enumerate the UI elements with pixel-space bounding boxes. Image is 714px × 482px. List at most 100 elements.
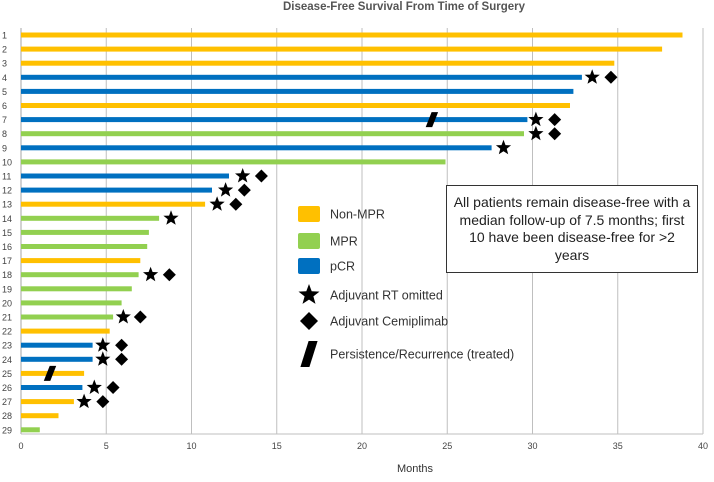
bar-patient-20 <box>21 300 122 306</box>
cemiplimab-diamond <box>115 352 129 366</box>
bar-patient-24 <box>21 356 93 362</box>
bar-patient-2 <box>21 46 663 52</box>
bar-patient-14 <box>21 215 160 221</box>
bar-patient-23 <box>21 342 93 348</box>
legend-diamond-icon <box>300 312 318 330</box>
y-tick-label: 15 <box>2 228 12 238</box>
legend-swatch <box>298 233 320 249</box>
legend-label: Non-MPR <box>330 208 385 222</box>
recurrence-marker <box>425 112 439 128</box>
rt-omitted-star <box>584 69 600 84</box>
y-tick-label: 10 <box>2 157 12 167</box>
legend-recurrence-icon <box>300 341 318 367</box>
y-tick-label: 21 <box>2 313 12 323</box>
cemiplimab-diamond <box>115 338 129 352</box>
annotation-text: All patients remain disease-free with a … <box>453 194 691 263</box>
chart-title: Disease-Free Survival From Time of Surge… <box>283 1 526 13</box>
y-tick-label: 13 <box>2 200 12 210</box>
markers <box>43 69 618 409</box>
bar-patient-29 <box>21 427 40 433</box>
bar-patient-12 <box>21 187 212 193</box>
x-tick-label: 20 <box>357 441 367 451</box>
y-tick-label: 14 <box>2 214 12 224</box>
bar-patient-4 <box>21 74 582 80</box>
x-tick-label: 0 <box>18 441 23 451</box>
y-tick-label: 5 <box>2 87 7 97</box>
cemiplimab-diamond <box>229 197 243 211</box>
y-tick-label: 9 <box>2 143 7 153</box>
bar-patient-13 <box>21 201 206 207</box>
x-axis-title: Months <box>397 463 434 475</box>
rt-omitted-star <box>86 379 102 394</box>
y-tick-label: 1 <box>2 31 7 41</box>
y-tick-label: 19 <box>2 284 12 294</box>
bar-patient-11 <box>21 173 229 179</box>
legend-label: Adjuvant Cemiplimab <box>330 315 448 329</box>
x-tick-label: 25 <box>442 441 452 451</box>
x-tick-label: 5 <box>104 441 109 451</box>
bars <box>21 32 683 433</box>
cemiplimab-diamond <box>604 70 618 84</box>
rt-omitted-star <box>495 139 512 155</box>
bar-patient-21 <box>21 314 114 320</box>
y-tick-label: 4 <box>2 73 7 83</box>
bar-patient-16 <box>21 244 148 249</box>
y-tick-label: 18 <box>2 270 12 280</box>
cemiplimab-diamond <box>106 381 120 394</box>
annotation-box: All patients remain disease-free with a … <box>446 185 698 273</box>
y-tick-label: 27 <box>2 397 12 407</box>
y-tick-label: 25 <box>2 369 12 379</box>
y-tick-label: 29 <box>2 425 12 435</box>
x-tick-label: 30 <box>527 441 537 451</box>
rt-omitted-star <box>115 309 131 324</box>
recurrence-marker <box>43 365 57 381</box>
bar-patient-10 <box>21 159 446 165</box>
bar-patient-27 <box>21 399 74 405</box>
bar-patient-19 <box>21 286 132 292</box>
legend-star-icon <box>298 284 320 304</box>
x-tick-label: 10 <box>186 441 196 451</box>
rt-omitted-star <box>528 125 544 141</box>
y-tick-label: 6 <box>2 101 7 111</box>
y-tick-labels: 1234567891011121314151617181920212223242… <box>2 31 12 436</box>
rt-omitted-star <box>143 266 159 282</box>
y-tick-label: 28 <box>2 411 12 421</box>
y-tick-label: 22 <box>2 327 12 337</box>
rt-omitted-star <box>163 210 179 225</box>
x-tick-label: 15 <box>272 441 282 451</box>
bar-patient-28 <box>21 413 59 419</box>
bar-patient-7 <box>21 117 528 123</box>
x-tick-label: 40 <box>698 441 708 451</box>
bar-patient-1 <box>21 32 683 38</box>
legend-label: pCR <box>330 260 355 274</box>
x-tick-label: 35 <box>613 441 623 451</box>
y-tick-label: 24 <box>2 355 12 365</box>
cemiplimab-diamond <box>254 169 268 183</box>
bar-patient-22 <box>21 328 110 334</box>
y-tick-label: 8 <box>2 129 7 139</box>
x-tick-labels: 0 5 10 15 20 25 30 35 40 <box>18 441 708 451</box>
y-tick-label: 2 <box>2 45 7 55</box>
legend: Non-MPR MPR pCR Adjuvant RT omitted Adjuvant… <box>298 206 514 367</box>
y-tick-label: 3 <box>2 59 7 69</box>
bar-patient-17 <box>21 258 141 264</box>
y-tick-label: 16 <box>2 242 12 252</box>
legend-swatch <box>298 206 320 222</box>
y-tick-label: 11 <box>2 172 11 182</box>
y-tick-label: 20 <box>2 298 12 308</box>
y-tick-label: 12 <box>2 186 12 196</box>
cemiplimab-diamond <box>237 183 251 197</box>
rt-omitted-star <box>95 351 111 366</box>
rt-omitted-star <box>235 168 251 183</box>
cemiplimab-diamond <box>548 113 562 127</box>
cemiplimab-diamond <box>133 310 147 324</box>
bar-patient-15 <box>21 229 149 235</box>
rt-omitted-star <box>528 111 544 127</box>
y-tick-label: 17 <box>2 256 12 266</box>
rt-omitted-star <box>218 182 234 197</box>
bar-patient-8 <box>21 131 524 137</box>
y-tick-label: 7 <box>2 115 7 125</box>
bar-patient-9 <box>21 145 492 151</box>
legend-label: Adjuvant RT omitted <box>330 289 443 303</box>
